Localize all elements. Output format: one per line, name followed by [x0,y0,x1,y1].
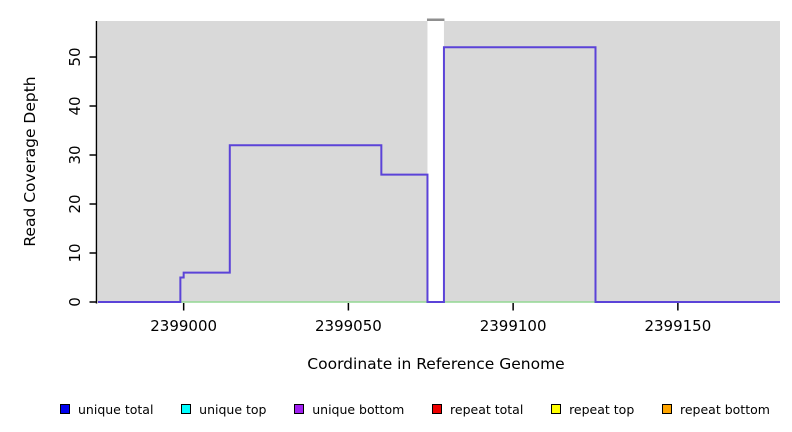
coverage-series [98,46,780,303]
legend-swatch-unique-bottom [294,404,305,414]
series-line-1 [98,46,780,303]
legend-label-repeat-bottom: repeat bottom [680,401,770,417]
legend-label-unique-top: unique top [199,401,267,417]
x-tick-label: 2399100 [480,317,547,335]
y-axis: 0 10 20 30 40 50 [66,21,98,307]
y-tick-label: 20 [66,194,84,213]
legend-item-unique-bottom: unique bottom [294,402,404,417]
y-tick-label: 10 [66,243,84,262]
legend-item-unique-total: unique total [60,402,153,417]
y-tick-label: 0 [66,297,84,307]
legend-swatch-repeat-total [432,404,443,414]
legend-label-repeat-total: repeat total [450,401,524,417]
legend-item-repeat-top: repeat top [551,402,634,417]
x-axis-title: Coordinate in Reference Genome [307,355,564,373]
y-tick-label: 40 [66,96,84,115]
x-tick-label: 2399000 [150,317,217,335]
masked-region [426,18,445,302]
y-axis-title: Read Coverage Depth [21,76,39,246]
legend-swatch-repeat-bottom [662,404,672,414]
legend-swatch-unique-top [181,404,192,414]
x-axis: 2399000 2399050 2399100 2399150 [150,303,711,335]
mask-cap [426,18,445,21]
legend-item-repeat-bottom: repeat bottom [662,402,770,417]
legend-swatch-repeat-top [551,404,562,414]
legend: unique total unique top unique bottom repea… [60,397,770,421]
x-tick-label: 2399050 [315,317,382,335]
legend-label-repeat-top: repeat top [569,401,635,417]
legend-item-unique-top: unique top [181,402,266,417]
mask-rect [427,21,444,302]
legend-label-unique-total: unique total [78,401,154,417]
plot-canvas: 0 10 20 30 40 50 2399000 2399050 2399100 2399150… [21,18,780,373]
y-tick-label: 50 [66,47,84,66]
legend-item-repeat-total: repeat total [432,402,523,417]
x-tick-label: 2399150 [644,317,711,335]
y-tick-label: 30 [66,145,84,164]
legend-swatch-unique-total [60,404,70,414]
legend-label-unique-bottom: unique bottom [312,401,405,417]
